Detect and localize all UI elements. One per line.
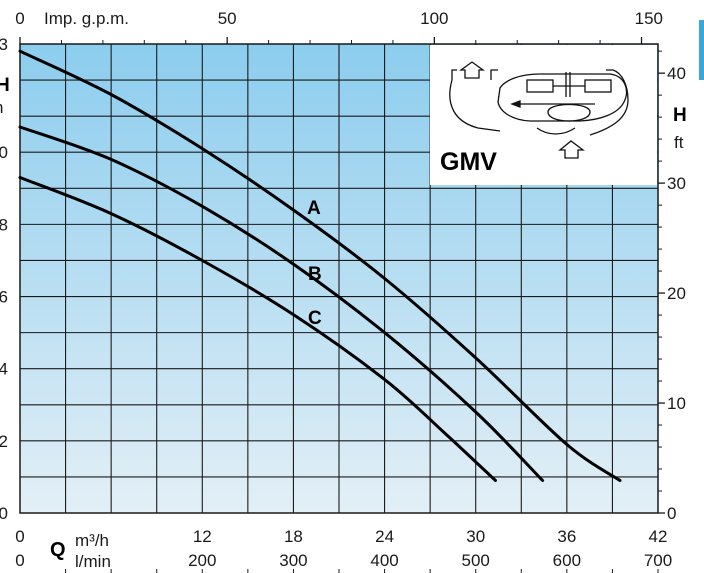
- lmin-tick-label: 400: [370, 551, 398, 570]
- lmin-tick-label: 0: [15, 551, 24, 570]
- curve-a: [18, 49, 622, 482]
- top-tick-label: 50: [218, 9, 237, 28]
- inset-background: [430, 45, 657, 185]
- top-tick-label: 150: [635, 9, 663, 28]
- top-tick-label: 0: [15, 9, 24, 28]
- lmin-tick-label: 500: [462, 551, 490, 570]
- flow-quantity-symbol: Q: [50, 539, 66, 561]
- pump-diagram-inset: GMV: [430, 45, 657, 185]
- lmin-tick-label: 700: [644, 551, 672, 570]
- lmin-tick-label: 200: [188, 551, 216, 570]
- left-tick-label: 8: [0, 215, 8, 234]
- left-tick-label: 0: [0, 143, 8, 162]
- curve-label-a: A: [307, 198, 321, 219]
- m3h-tick-label: 36: [557, 527, 576, 546]
- left-axis-unit: n: [0, 98, 3, 117]
- right-tick-label: 20: [667, 284, 686, 303]
- bottom-axis-lmin-label: l/min: [75, 552, 111, 571]
- m3h-tick-label: 42: [649, 527, 668, 546]
- left-tick-label: 0: [0, 504, 8, 523]
- m3h-tick-label: 18: [284, 527, 303, 546]
- left-axis-label: H: [0, 75, 10, 96]
- right-axis-ticks: 0 10 20 30 40: [658, 50, 686, 523]
- m3h-tick-label: 24: [375, 527, 394, 546]
- top-tick-label: 100: [420, 9, 448, 28]
- left-tick-label: 6: [0, 288, 8, 307]
- curve-c: [18, 176, 497, 482]
- bottom-axis-lmin-ticks: 0 200 300 400 500 600 700: [15, 551, 672, 573]
- curve-label-b: B: [308, 264, 322, 285]
- right-axis-unit: ft: [674, 133, 684, 152]
- inset-model-label: GMV: [440, 148, 497, 176]
- left-tick-label: 4: [0, 360, 8, 379]
- m3h-tick-label: 0: [15, 527, 24, 546]
- lmin-tick-label: 300: [279, 551, 307, 570]
- side-accent-bar: [699, 20, 704, 80]
- plot-frame: [19, 43, 659, 514]
- pump-schematic-icon: [449, 61, 629, 159]
- pump-curves: [18, 49, 622, 482]
- right-tick-label: 10: [667, 394, 686, 413]
- right-axis-label: H: [673, 105, 687, 126]
- m3h-tick-label: 12: [193, 527, 212, 546]
- bottom-axis-m3h-label: m³/h: [75, 531, 109, 550]
- curve-b: [18, 125, 545, 482]
- curve-label-c: C: [308, 308, 322, 329]
- right-tick-label: 40: [667, 64, 686, 83]
- left-axis-ticks: 3 0 8 6 4 2 0: [0, 35, 8, 523]
- top-axis-ticks: 0 50 100 150: [15, 9, 663, 44]
- left-tick-label: 3: [0, 35, 8, 54]
- bottom-axis-m3h-ticks: 0 12 18 24 30 36 42: [15, 527, 667, 546]
- m3h-tick-label: 30: [466, 527, 485, 546]
- curve-labels: A B C: [307, 198, 322, 329]
- left-tick-label: 2: [0, 432, 8, 451]
- lmin-tick-label: 600: [553, 551, 581, 570]
- right-tick-label: 30: [667, 174, 686, 193]
- right-tick-label: 0: [667, 504, 676, 523]
- top-axis-label: Imp. g.p.m.: [44, 9, 129, 28]
